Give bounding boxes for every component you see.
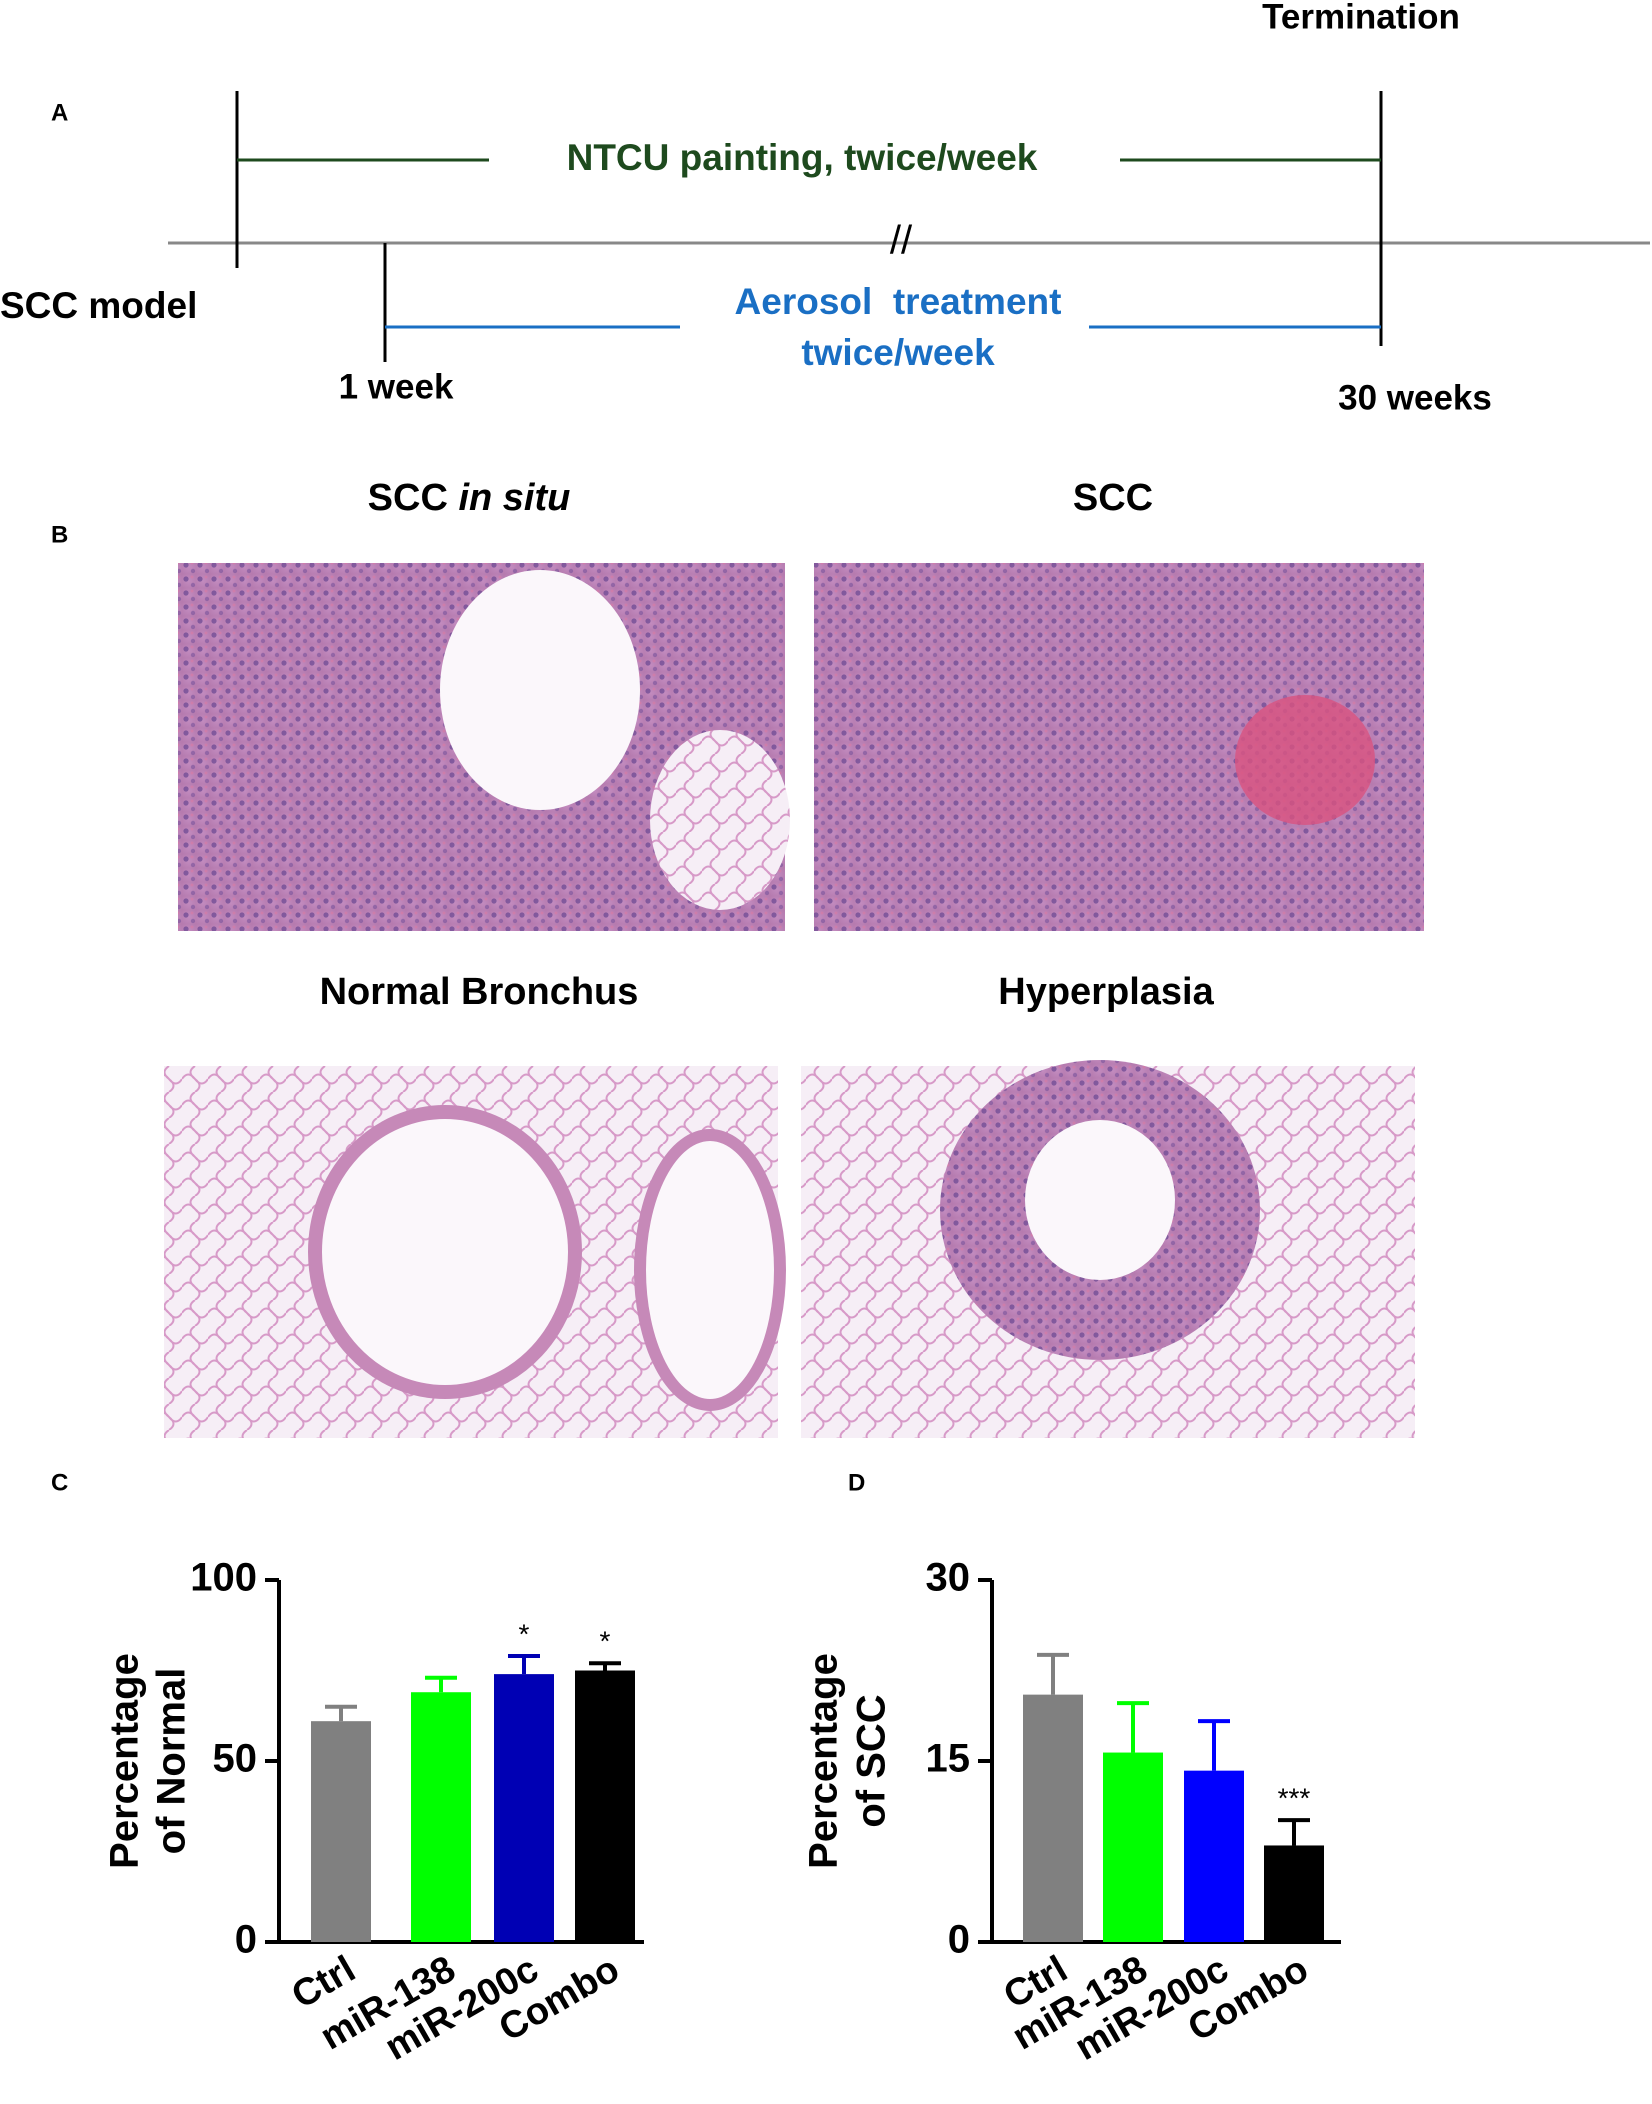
lumen [1025, 1120, 1175, 1280]
bar [411, 1692, 471, 1942]
break-mark: // [890, 219, 913, 263]
model-label: SCC model [0, 285, 197, 326]
panel-label: A [51, 99, 68, 126]
bar [311, 1721, 371, 1942]
significance: *** [1278, 1783, 1311, 1814]
lumen [308, 1105, 582, 1399]
y-tick-label: 50 [213, 1737, 258, 1781]
y-axis-label: of SCC [850, 1694, 894, 1827]
panel-label: B [51, 521, 68, 548]
image-title: Normal Bronchus [320, 971, 639, 1013]
end-label: 30 weeks [1338, 378, 1492, 417]
y-tick-label: 15 [926, 1737, 971, 1781]
bar [575, 1670, 635, 1942]
histology: B SCC in situ SCC Normal Bronchus Hyperp… [51, 477, 1424, 1438]
y-axis-label: Percentage [802, 1653, 846, 1869]
vessel [1235, 695, 1375, 825]
timeline: A Termination NTCU painting, twice/week … [0, 0, 1650, 417]
termination-label: Termination [1262, 0, 1460, 36]
aerosol-label: twice/week [801, 332, 995, 373]
bar [1103, 1752, 1163, 1942]
y-tick-label: 30 [926, 1556, 971, 1600]
y-tick-label: 100 [190, 1556, 257, 1600]
image-title: SCC in situ [368, 477, 571, 519]
y-axis-label: of Normal [150, 1668, 194, 1855]
panel-label: D [848, 1469, 865, 1496]
title-part: SCC [368, 477, 448, 519]
start-label: 1 week [339, 367, 454, 406]
aerosol-label: Aerosol treatment [735, 281, 1062, 322]
lumen [650, 730, 790, 910]
image-title: Hyperplasia [998, 971, 1214, 1013]
bar [1184, 1770, 1244, 1942]
panel-label: C [51, 1469, 68, 1496]
bar [494, 1674, 554, 1942]
y-tick-label: 0 [235, 1918, 257, 1962]
title-part: in situ [458, 477, 570, 519]
image-title: SCC [1073, 477, 1153, 519]
y-tick-label: 0 [948, 1918, 970, 1962]
lumen [440, 570, 640, 810]
significance: * [519, 1618, 530, 1649]
bar [1264, 1845, 1324, 1942]
significance: * [600, 1626, 611, 1657]
ntcu-label: NTCU painting, twice/week [567, 137, 1038, 178]
lumen [634, 1129, 786, 1411]
bar [1023, 1694, 1083, 1942]
y-axis-label: Percentage [103, 1653, 147, 1869]
